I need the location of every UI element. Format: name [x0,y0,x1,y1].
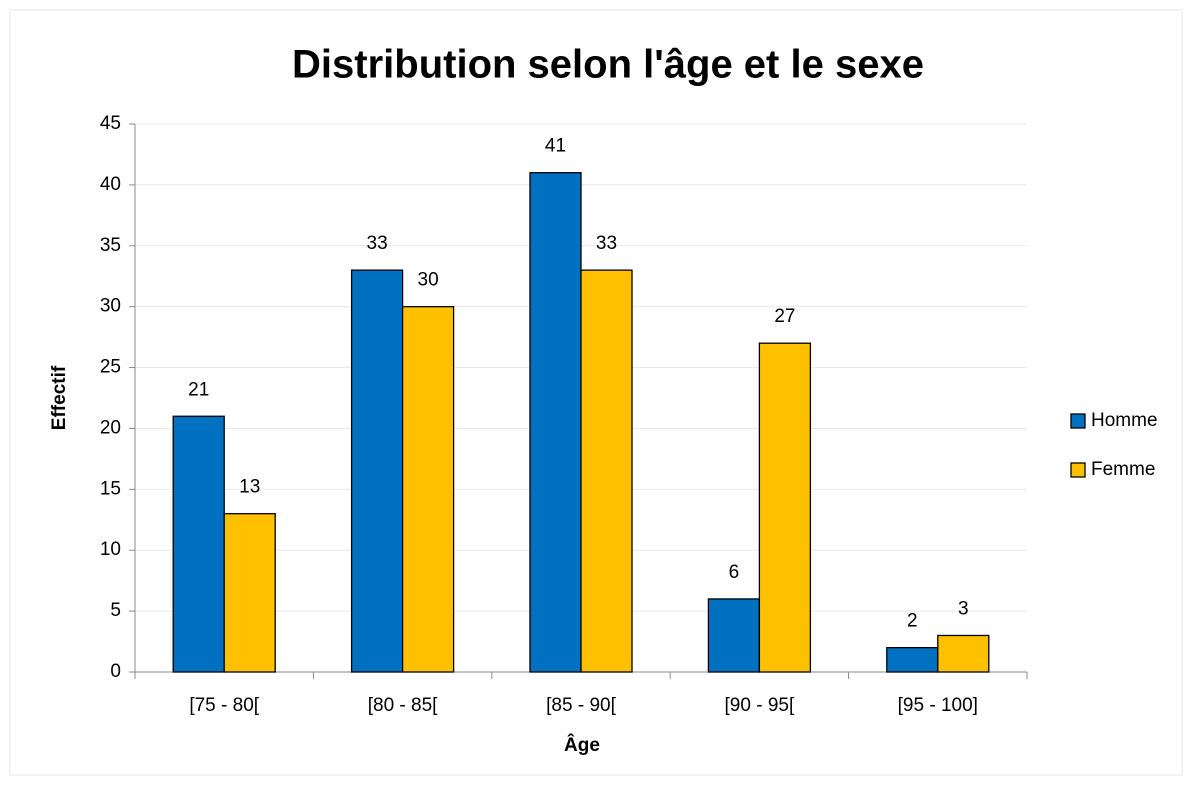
bar [886,646,939,673]
x-tick-label: [75 - 80[ [189,695,259,716]
x-tick-label: [95 - 100] [898,695,978,716]
y-tick-label: 5 [110,600,121,621]
y-tick-label: 25 [100,357,121,378]
data-label: 33 [596,233,617,254]
legend-label: Femme [1091,459,1155,480]
y-tick-label: 10 [100,539,121,560]
legend-swatch [1070,413,1086,429]
bar [401,306,455,673]
y-axis-label: Effectif [49,365,70,430]
y-tick-label: 40 [100,174,121,195]
y-tick-label: 0 [110,661,121,682]
legend-label: Homme [1091,410,1158,431]
x-tick-label: [80 - 85[ [368,695,438,716]
bar [707,598,761,673]
bar [580,269,633,673]
data-label: 21 [188,379,209,400]
data-label: 33 [367,233,388,254]
y-tick-label: 20 [100,417,121,438]
legend-swatch [1070,462,1086,478]
data-label: 6 [729,562,740,583]
bar [350,269,404,673]
bar [937,634,990,673]
y-tick-label: 15 [100,478,121,499]
x-axis-label: Âge [564,734,600,756]
data-label: 13 [239,477,260,498]
data-label: 3 [958,598,969,619]
x-tick-label: [90 - 95[ [725,695,795,716]
data-label: 30 [418,270,439,291]
data-label: 2 [907,611,918,632]
data-label: 27 [774,306,795,327]
bar [758,342,812,673]
chart-title: Distribution selon l'âge et le sexe [292,43,924,87]
y-tick-label: 45 [100,113,121,134]
x-tick-label: [85 - 90[ [546,695,616,716]
y-tick-label: 30 [100,296,121,317]
bar [172,415,225,673]
data-label: 41 [545,136,566,157]
bar [223,513,276,673]
bar [529,172,582,673]
y-tick-label: 35 [100,235,121,256]
